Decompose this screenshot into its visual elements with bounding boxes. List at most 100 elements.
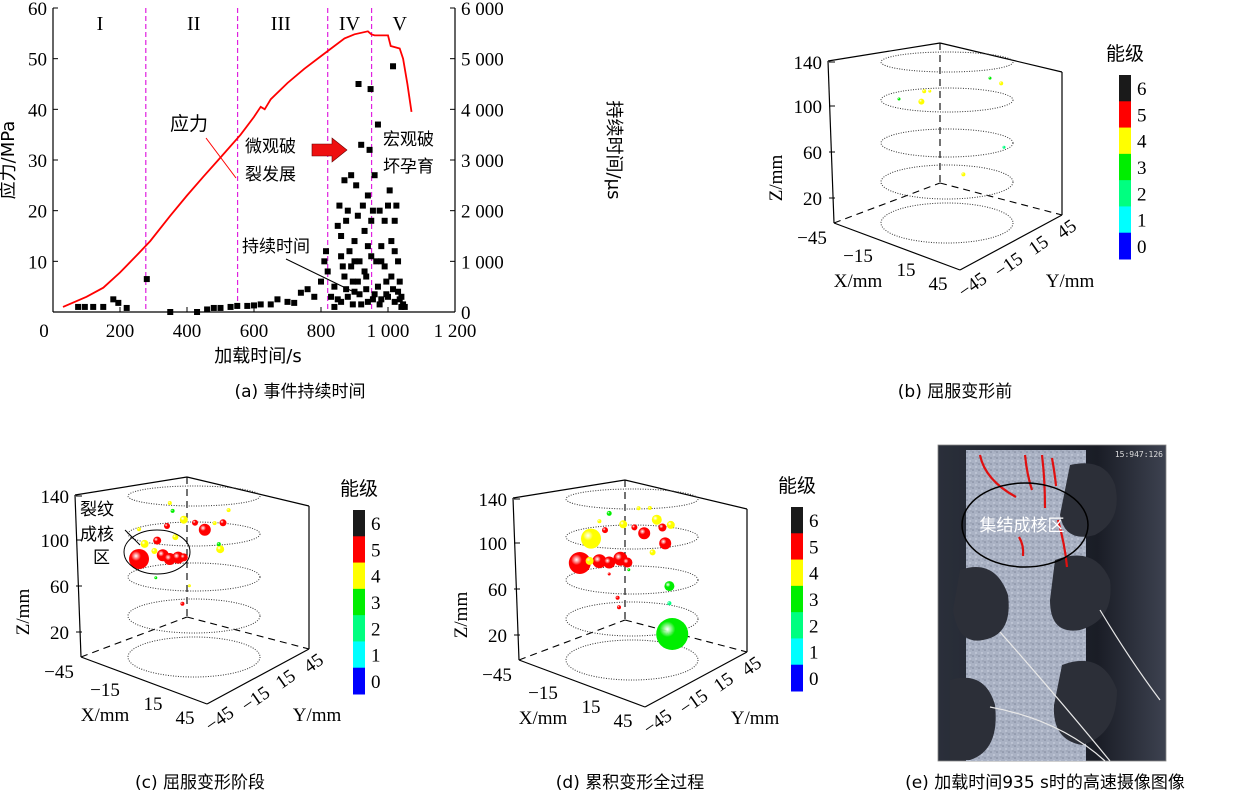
duration-point [358, 141, 365, 148]
hidden-edge [186, 616, 310, 650]
specimen-outline-ellipse [565, 639, 699, 681]
z-tick-label: 100 [41, 531, 70, 552]
colorbar-swatch [1119, 127, 1131, 155]
y2-tick-label: 0 [461, 303, 471, 324]
y-tick-label: −45 [955, 268, 991, 302]
duration-point [351, 238, 358, 245]
event-point [597, 519, 602, 524]
duration-point [257, 301, 264, 308]
axis-edge [833, 222, 961, 271]
colorbar-label: 1 [371, 646, 381, 667]
duration-point [251, 302, 257, 309]
duration-point [353, 182, 360, 189]
duration-point [304, 286, 311, 293]
duration-point [234, 302, 241, 309]
event-point [151, 548, 158, 554]
x-tick-label: 15 [582, 697, 601, 718]
colorbar-legend: 能级 6 5 4 3 2 1 0 [1106, 43, 1147, 260]
specimen-outline-ellipse [127, 562, 261, 592]
z-tick-label: 140 [794, 53, 823, 74]
duration-point [391, 248, 398, 255]
event-point [656, 618, 689, 650]
specimen-outline-ellipse [880, 128, 1014, 158]
axis-edge [512, 497, 520, 661]
z-axis-title: Z/mm [451, 592, 472, 639]
micro-annotation-line1: 微观破 [245, 137, 296, 157]
duration-point [75, 303, 82, 310]
y-tick-label: 40 [28, 100, 47, 121]
y-axis-title: Y/mm [293, 705, 342, 726]
duration-point [390, 63, 397, 70]
colorbar-swatch [353, 562, 365, 590]
x-axis-title: 加载时间/s [214, 346, 301, 367]
event-point [617, 605, 621, 610]
colorbar-swatch [353, 667, 365, 695]
duration-point [167, 309, 174, 315]
specimen-outline-ellipse [880, 87, 1014, 113]
axis-edge [206, 648, 310, 705]
duration-point [123, 304, 130, 311]
stage-label: I [97, 13, 104, 35]
duration-point [336, 202, 343, 209]
axis-edge [939, 42, 1063, 73]
hidden-edge [80, 616, 188, 658]
colorbar-label: 4 [1137, 132, 1147, 153]
duration-point [217, 304, 224, 311]
event-point [961, 172, 966, 177]
duration-point [368, 217, 375, 224]
axis-edge [74, 494, 82, 658]
event-point [140, 539, 149, 548]
colorbar-label: 2 [1137, 184, 1147, 205]
y-tick-label: 20 [28, 202, 47, 223]
duration-point [324, 268, 331, 275]
y-tick-label: 15 [710, 668, 738, 696]
event-point [988, 76, 992, 80]
duration-point [378, 243, 385, 250]
colorbar-label: 0 [809, 669, 819, 690]
x-tick-label: 800 [307, 321, 336, 342]
x-tick-label: 400 [173, 321, 202, 342]
duration-point [364, 298, 371, 305]
duration-annotation: 持续时间 [242, 237, 310, 257]
event-point [619, 520, 628, 529]
duration-point [344, 207, 351, 214]
duration-point [339, 263, 346, 270]
annotation-line1: 裂纹 [80, 500, 114, 520]
duration-point [396, 296, 403, 303]
event-point [137, 527, 141, 532]
duration-point [331, 303, 338, 310]
z-axis-title: Z/mm [766, 155, 787, 202]
event-point [192, 519, 198, 526]
micro-annotation-line2: 裂发展 [245, 165, 296, 185]
y-tick-label: −15 [676, 685, 712, 719]
event-point [636, 506, 641, 511]
event-point [666, 520, 675, 529]
axis-edge [827, 60, 835, 224]
colorbar-label: 6 [1137, 79, 1147, 100]
event-point [187, 584, 191, 588]
stress-leader-line [205, 137, 237, 179]
duration-point [391, 217, 398, 224]
event-point [667, 601, 672, 606]
y2-tick-label: 6 000 [461, 0, 504, 20]
duration-point [361, 227, 368, 234]
x-tick-label: 45 [614, 711, 633, 732]
z-tick-label: 60 [50, 577, 69, 598]
colorbar-swatch [353, 615, 365, 642]
caption-e: (e) 加载时间935 s时的高速摄像图像 [905, 773, 1185, 793]
duration-point [388, 273, 395, 280]
duration-point [331, 283, 338, 290]
event-point [918, 98, 925, 105]
event-point [129, 549, 149, 569]
duration-point [284, 298, 291, 305]
duration-point [395, 288, 402, 295]
duration-point [390, 286, 397, 293]
event-point [219, 519, 227, 527]
duration-point [334, 222, 341, 229]
colorbar-label: 5 [809, 537, 819, 558]
duration-point [396, 278, 403, 285]
z-tick-label: 60 [803, 143, 822, 164]
